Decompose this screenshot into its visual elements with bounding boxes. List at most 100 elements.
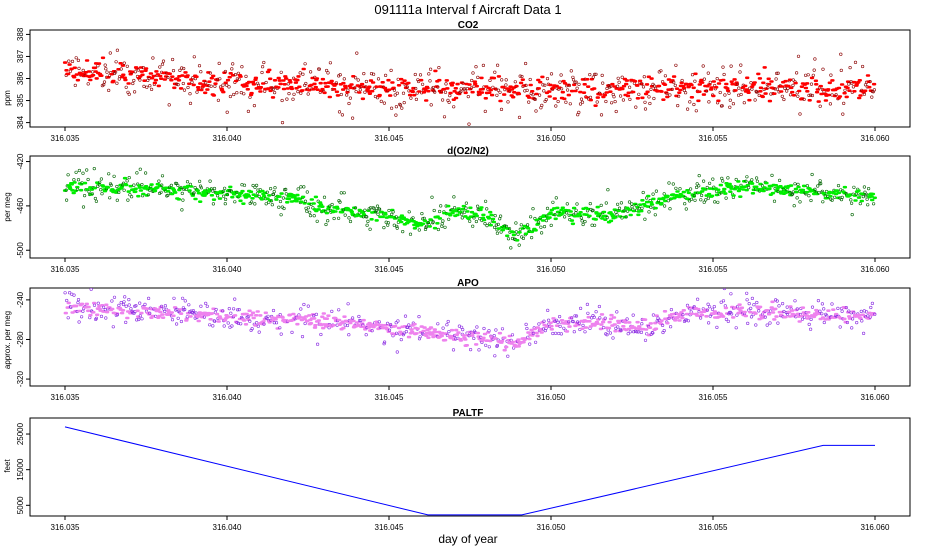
data-point [211, 94, 217, 97]
data-point [74, 170, 78, 174]
data-point [198, 184, 203, 188]
data-point [227, 307, 231, 311]
data-point [540, 321, 545, 324]
data-point [310, 76, 315, 80]
data-point [277, 205, 281, 209]
data-point [92, 66, 98, 70]
data-point [421, 91, 427, 94]
data-point [652, 84, 656, 88]
data-point [666, 78, 672, 81]
data-point [577, 321, 581, 325]
data-point [747, 186, 751, 190]
data-point [217, 315, 222, 318]
data-point [100, 192, 104, 196]
data-point [528, 77, 532, 82]
data-point [644, 200, 650, 204]
data-point [92, 186, 97, 190]
data-point [775, 299, 779, 303]
data-point [79, 315, 84, 319]
y-tick-label: -500 [16, 242, 25, 259]
data-point [850, 326, 854, 330]
data-point [819, 182, 823, 186]
data-point [372, 72, 376, 76]
data-point [330, 202, 334, 207]
data-point [851, 85, 856, 89]
data-point [507, 227, 512, 231]
data-point [337, 216, 341, 220]
data-point [836, 184, 841, 188]
data-point [704, 198, 708, 202]
data-point [692, 193, 697, 198]
data-point [466, 94, 470, 99]
data-point [662, 204, 667, 208]
data-point [325, 85, 330, 88]
data-point [88, 313, 93, 317]
data-point [822, 193, 827, 196]
data-point [232, 92, 236, 97]
data-point [274, 321, 279, 325]
data-point [562, 215, 567, 219]
data-point [788, 184, 794, 187]
data-point [697, 174, 701, 178]
data-point [649, 201, 654, 204]
data-point [796, 185, 801, 189]
data-point [270, 96, 276, 99]
data-point [254, 314, 259, 317]
data-point [546, 318, 551, 322]
data-point [827, 190, 832, 194]
data-point [837, 95, 843, 98]
data-point [450, 81, 455, 85]
data-point [716, 200, 720, 204]
data-point [299, 185, 303, 189]
data-point [67, 59, 71, 63]
data-point [396, 326, 402, 330]
data-point [470, 78, 474, 83]
data-point [527, 100, 531, 104]
data-point [673, 83, 677, 87]
data-point [211, 202, 215, 206]
data-point [711, 94, 716, 98]
data-point [348, 96, 353, 100]
data-point [780, 186, 785, 190]
data-point [587, 320, 592, 323]
data-point [211, 74, 216, 78]
data-point [715, 76, 719, 81]
data-point [667, 181, 671, 185]
data-point [569, 89, 575, 93]
data-point [75, 187, 80, 191]
data-point [204, 81, 208, 85]
data-point [528, 83, 533, 87]
data-point [671, 75, 677, 78]
data-point [515, 239, 520, 242]
data-point [142, 84, 146, 88]
data-point [855, 321, 859, 325]
data-point [114, 60, 118, 64]
data-point [810, 172, 814, 177]
data-point [290, 330, 294, 335]
data-point [533, 229, 538, 232]
data-point [447, 100, 451, 104]
data-point [765, 323, 769, 327]
data-point [582, 83, 587, 86]
data-point [145, 307, 150, 310]
data-point [423, 227, 428, 231]
data-point [724, 82, 729, 86]
data-point [417, 79, 421, 84]
data-point [475, 331, 481, 335]
data-point [512, 91, 517, 94]
data-point [613, 99, 617, 104]
data-point [707, 100, 711, 104]
data-point [722, 72, 726, 77]
data-point [312, 314, 316, 318]
data-point [252, 103, 256, 108]
data-point [623, 321, 628, 324]
data-point [689, 96, 695, 99]
data-point [797, 320, 802, 323]
data-point [408, 232, 413, 236]
data-point [789, 86, 794, 90]
data-point [382, 226, 386, 230]
data-point [601, 210, 607, 214]
data-point [107, 74, 112, 78]
data-point [643, 92, 649, 96]
data-point [632, 330, 636, 334]
